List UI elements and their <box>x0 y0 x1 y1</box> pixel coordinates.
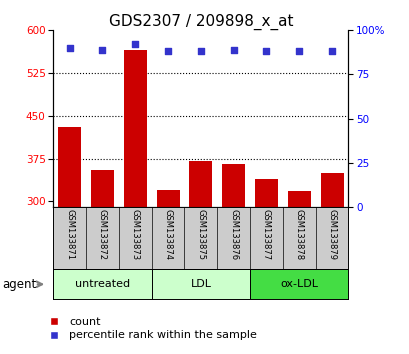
Point <box>132 41 138 47</box>
Point <box>164 48 171 54</box>
Point <box>328 48 335 54</box>
Text: GSM133877: GSM133877 <box>261 209 270 260</box>
Bar <box>287 191 310 207</box>
Text: GSM133871: GSM133871 <box>65 209 74 260</box>
Point <box>295 48 302 54</box>
Title: GDS2307 / 209898_x_at: GDS2307 / 209898_x_at <box>108 14 292 30</box>
Bar <box>254 178 277 207</box>
Bar <box>320 173 343 207</box>
Text: GSM133875: GSM133875 <box>196 209 205 260</box>
Bar <box>156 190 179 207</box>
Text: GSM133872: GSM133872 <box>98 209 107 260</box>
Point <box>263 48 269 54</box>
Bar <box>222 164 245 207</box>
Bar <box>58 127 81 207</box>
Legend: count, percentile rank within the sample: count, percentile rank within the sample <box>38 313 261 345</box>
Text: agent: agent <box>2 278 36 291</box>
Bar <box>249 269 348 299</box>
Bar <box>91 170 114 207</box>
Text: LDL: LDL <box>190 279 211 289</box>
Text: GSM133878: GSM133878 <box>294 209 303 260</box>
Bar <box>53 269 151 299</box>
Point <box>99 47 106 52</box>
Bar <box>124 50 146 207</box>
Text: GSM133873: GSM133873 <box>130 209 139 260</box>
Text: GSM133874: GSM133874 <box>163 209 172 260</box>
Point <box>197 48 204 54</box>
Bar <box>189 161 212 207</box>
Text: ox-LDL: ox-LDL <box>280 279 317 289</box>
Text: untreated: untreated <box>75 279 130 289</box>
Text: GSM133879: GSM133879 <box>327 209 336 260</box>
Text: GSM133876: GSM133876 <box>229 209 238 260</box>
Point <box>66 45 73 51</box>
Point <box>230 47 236 52</box>
Bar <box>151 269 249 299</box>
